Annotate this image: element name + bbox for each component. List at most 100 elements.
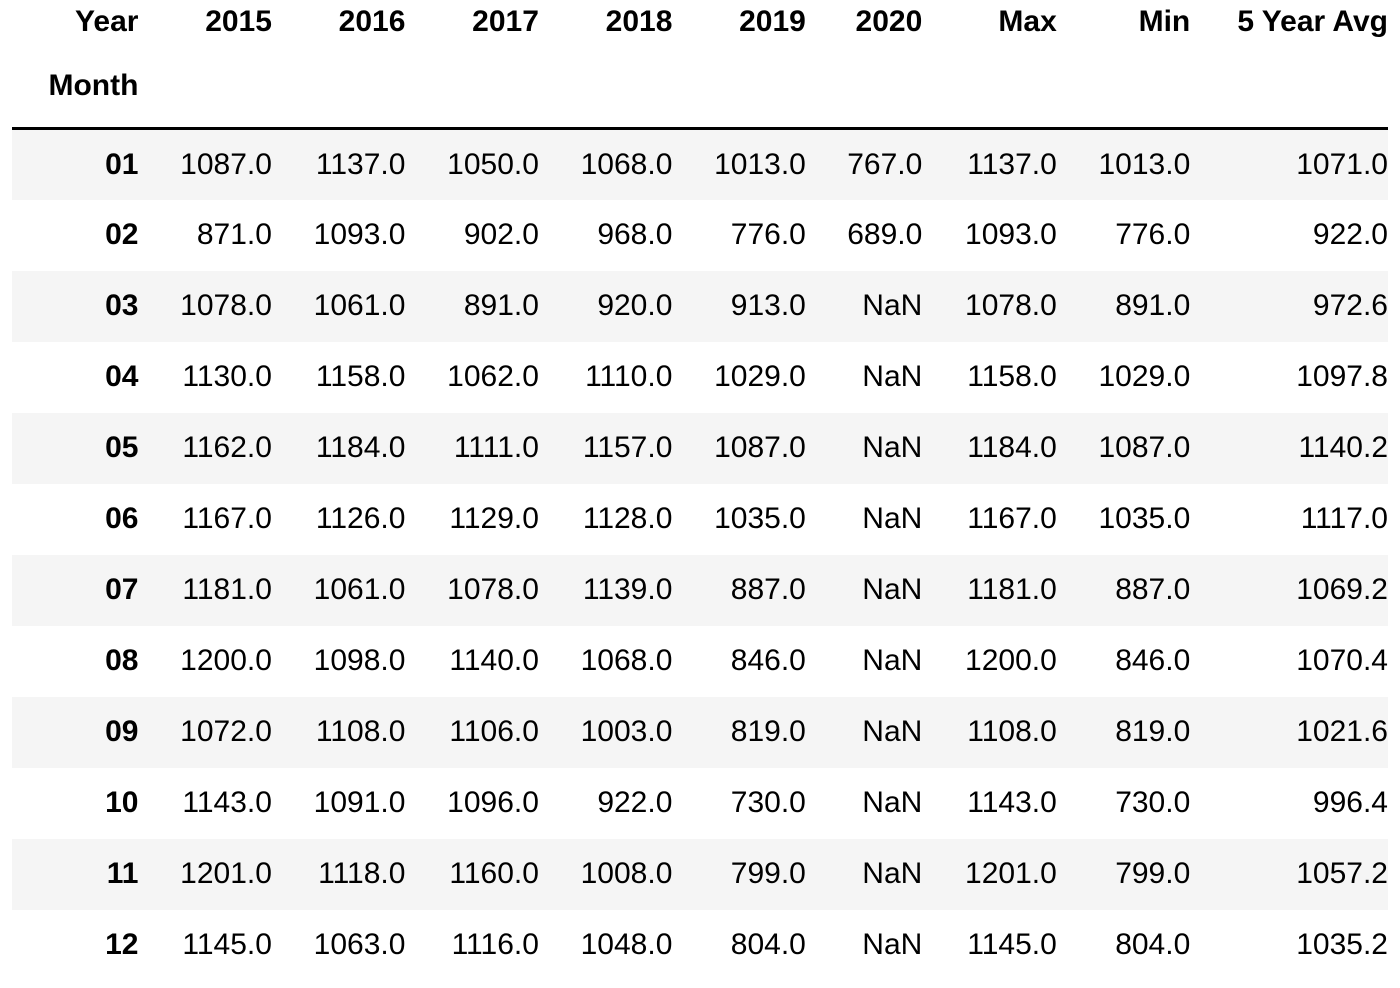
table-cell: 1062.0 [447, 360, 539, 393]
table-cell: 968.0 [597, 218, 673, 251]
table-row: 03 1078.0 1061.0 891.0 920.0 913.0 NaN 1078.0 89… [12, 270, 1388, 342]
empty-header-cell [405, 44, 538, 129]
empty-header-cell [672, 44, 805, 129]
table-row: 04 1130.0 1158.0 1062.0 1110.0 1029.0 NaN 1158.… [12, 342, 1388, 413]
table-cell: 1087.0 [714, 431, 806, 464]
table-cell: 1116.0 [451, 928, 539, 961]
table-cell: 799.0 [1115, 857, 1191, 890]
table-cell: 804.0 [730, 928, 806, 961]
table-cell: 767.0 [847, 147, 923, 181]
table-cell: 1110.0 [585, 360, 673, 393]
row-index-label: 02 [105, 218, 139, 251]
row-index-label: 04 [105, 360, 139, 393]
table-cell: 922.0 [597, 786, 673, 819]
table-cell: 1108.0 [967, 715, 1057, 748]
table-cell: 887.0 [730, 573, 806, 606]
table-cell: 1008.0 [580, 857, 673, 890]
table-cell: NaN [862, 573, 923, 606]
row-index-label: 03 [105, 289, 139, 322]
table-cell: 1118.0 [318, 857, 406, 890]
table-cell: 1140.0 [449, 644, 539, 677]
table-cell: 922.0 [1312, 218, 1388, 251]
table-cell: 1201.0 [965, 857, 1057, 890]
row-index-label: 07 [105, 573, 139, 606]
row-index-label: 10 [105, 786, 139, 819]
column-header-row: Year 2015 2016 2017 2018 2019 2020 Max M… [12, 0, 1388, 44]
table-cell: 1145.0 [967, 928, 1057, 961]
table-cell: 1158.0 [967, 360, 1057, 393]
table-cell: 846.0 [730, 644, 806, 677]
table-cell: 1200.0 [180, 644, 272, 677]
table-row: 09 1072.0 1108.0 1106.0 1003.0 819.0 NaN 1108.0… [12, 696, 1388, 768]
table-cell: 1078.0 [180, 289, 272, 322]
column-header: 2018 [605, 5, 673, 38]
table-cell: 891.0 [1115, 289, 1191, 322]
table-cell: NaN [862, 502, 923, 535]
table-row: 02 871.0 1093.0 902.0 968.0 776.0 689.0 1093.0 7… [12, 200, 1388, 271]
table-cell: 1184.0 [967, 431, 1057, 464]
row-index-label: 09 [105, 715, 139, 748]
table-cell: 1035.0 [1098, 502, 1191, 535]
column-header: 5 Year Avg [1237, 5, 1388, 38]
table-cell: 913.0 [730, 289, 806, 322]
table-cell: NaN [862, 360, 923, 393]
table-cell: 1068.0 [580, 644, 673, 677]
table-cell: 1061.0 [313, 573, 406, 606]
index-name-row: Month [12, 44, 1388, 129]
table-cell: 1108.0 [315, 715, 406, 748]
table-cell: 1013.0 [714, 147, 806, 181]
table-cell: 1021.6 [1296, 715, 1388, 748]
table-row: 06 1167.0 1126.0 1129.0 1128.0 1035.0 NaN 1167.… [12, 484, 1388, 555]
table-cell: 1093.0 [965, 218, 1057, 251]
table-cell: 1137.0 [315, 147, 406, 181]
table-cell: 1057.2 [1296, 857, 1388, 890]
table-cell: 972.6 [1312, 289, 1388, 322]
table-cell: 819.0 [730, 715, 806, 748]
column-header: 2020 [855, 5, 923, 38]
table-cell: 1087.0 [1098, 431, 1191, 464]
table-cell: 1029.0 [714, 360, 806, 393]
column-header: Min [1138, 5, 1191, 38]
table-cell: 887.0 [1115, 573, 1191, 606]
empty-header-cell [922, 44, 1056, 129]
row-index-label: 08 [105, 644, 139, 677]
table-cell: 1143.0 [182, 786, 272, 819]
table-cell: 1013.0 [1098, 147, 1191, 181]
table-cell: 799.0 [730, 857, 806, 890]
table-cell: 1162.0 [182, 431, 272, 464]
table-cell: 1078.0 [965, 289, 1057, 322]
empty-header-cell [1190, 44, 1388, 129]
row-index-label: 12 [105, 928, 139, 961]
table-cell: 1072.0 [180, 715, 272, 748]
table-cell: 1126.0 [315, 502, 406, 535]
table-cell: 846.0 [1115, 644, 1191, 677]
table-cell: NaN [862, 928, 923, 961]
table-cell: 1093.0 [313, 218, 406, 251]
table-cell: 1139.0 [582, 573, 673, 606]
empty-header-cell [539, 44, 672, 129]
empty-header-cell [806, 44, 922, 129]
table-cell: 1050.0 [447, 147, 539, 181]
table-row: 05 1162.0 1184.0 1111.0 1157.0 1087.0 NaN 1184.… [12, 412, 1388, 484]
table-cell: 1071.0 [1296, 147, 1388, 181]
empty-header-cell [1057, 44, 1190, 129]
table-cell: 1158.0 [315, 360, 406, 393]
column-header: 2019 [739, 5, 806, 38]
column-header: Max [998, 5, 1057, 38]
table-cell: 920.0 [597, 289, 673, 322]
table-cell: 1106.0 [449, 715, 539, 748]
empty-header-cell [138, 44, 271, 129]
table-cell: NaN [862, 644, 923, 677]
table-header: Year 2015 2016 2017 2018 2019 2020 Max M… [12, 0, 1388, 129]
table-cell: 1029.0 [1098, 360, 1191, 393]
column-header: 2016 [338, 5, 406, 38]
table-cell: 891.0 [463, 289, 539, 322]
table-cell: 1137.0 [967, 147, 1057, 181]
table-cell: 1098.0 [313, 644, 406, 677]
table-cell: 1097.8 [1296, 360, 1388, 393]
table-cell: 996.4 [1312, 786, 1388, 819]
table-cell: 1111.0 [453, 431, 539, 464]
table-cell: 902.0 [463, 218, 539, 251]
table-cell: 1128.0 [582, 502, 673, 535]
table-cell: 1117.0 [1300, 502, 1388, 535]
